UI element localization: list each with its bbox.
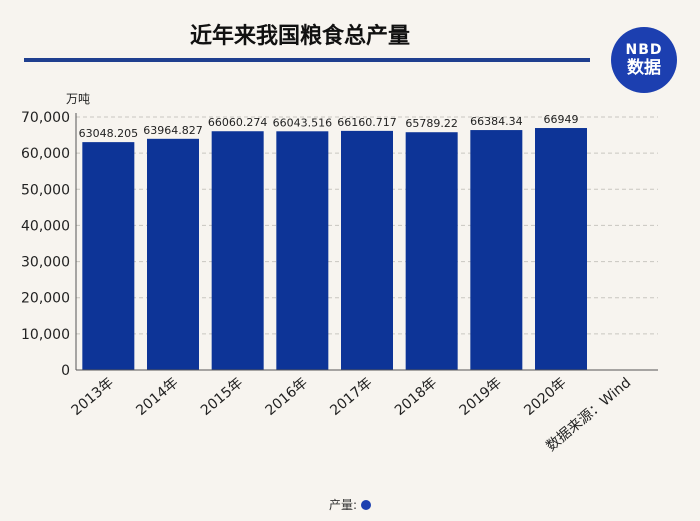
y-tick-label: 70,000: [21, 110, 70, 126]
logo-subtext: 数据: [627, 58, 661, 78]
data-label: 66384.34: [470, 115, 523, 128]
bar: [535, 128, 587, 370]
data-label: 63964.827: [143, 124, 203, 137]
page-title: 近年来我国粮食总产量: [189, 24, 410, 49]
y-axis-label: 万吨: [66, 92, 90, 106]
data-label: 65789.22: [405, 117, 458, 130]
nbd-logo: NBD 数据: [611, 27, 677, 93]
legend-label: 产量:: [328, 498, 358, 512]
bar: [147, 138, 199, 370]
bar: [341, 130, 393, 370]
x-tick-label: 2017年: [327, 375, 375, 419]
data-label: 66949: [544, 113, 579, 126]
bar: [405, 132, 458, 370]
legend-swatch: [361, 499, 372, 510]
logo-text: NBD: [625, 42, 663, 58]
data-label: 63048.205: [79, 127, 139, 140]
x-tick-label: 2014年: [133, 375, 181, 419]
x-tick-label: 2016年: [263, 375, 311, 419]
x-tick-label: 2019年: [457, 375, 505, 419]
title-divider: [24, 58, 590, 62]
y-tick-label: 30,000: [21, 255, 70, 271]
legend: 产量:: [0, 496, 700, 513]
x-tick-label: 2015年: [198, 375, 246, 419]
y-tick-label: 60,000: [21, 146, 70, 162]
x-tick-label: 2020年: [521, 375, 569, 419]
y-tick-label: 20,000: [21, 291, 70, 307]
y-tick-label: 40,000: [21, 218, 70, 234]
data-label: 66160.717: [337, 116, 397, 129]
x-tick-label: 2018年: [392, 375, 440, 419]
y-tick-label: 10,000: [21, 327, 70, 343]
bar: [276, 131, 329, 370]
bar: [211, 131, 264, 370]
bar: [82, 142, 135, 370]
data-label: 66060.274: [208, 116, 268, 129]
y-tick-label: 50,000: [21, 182, 70, 198]
x-tick-label: 2013年: [69, 375, 117, 419]
y-tick-label: 0: [61, 363, 70, 379]
bar: [470, 130, 523, 370]
data-label: 66043.516: [273, 116, 333, 129]
